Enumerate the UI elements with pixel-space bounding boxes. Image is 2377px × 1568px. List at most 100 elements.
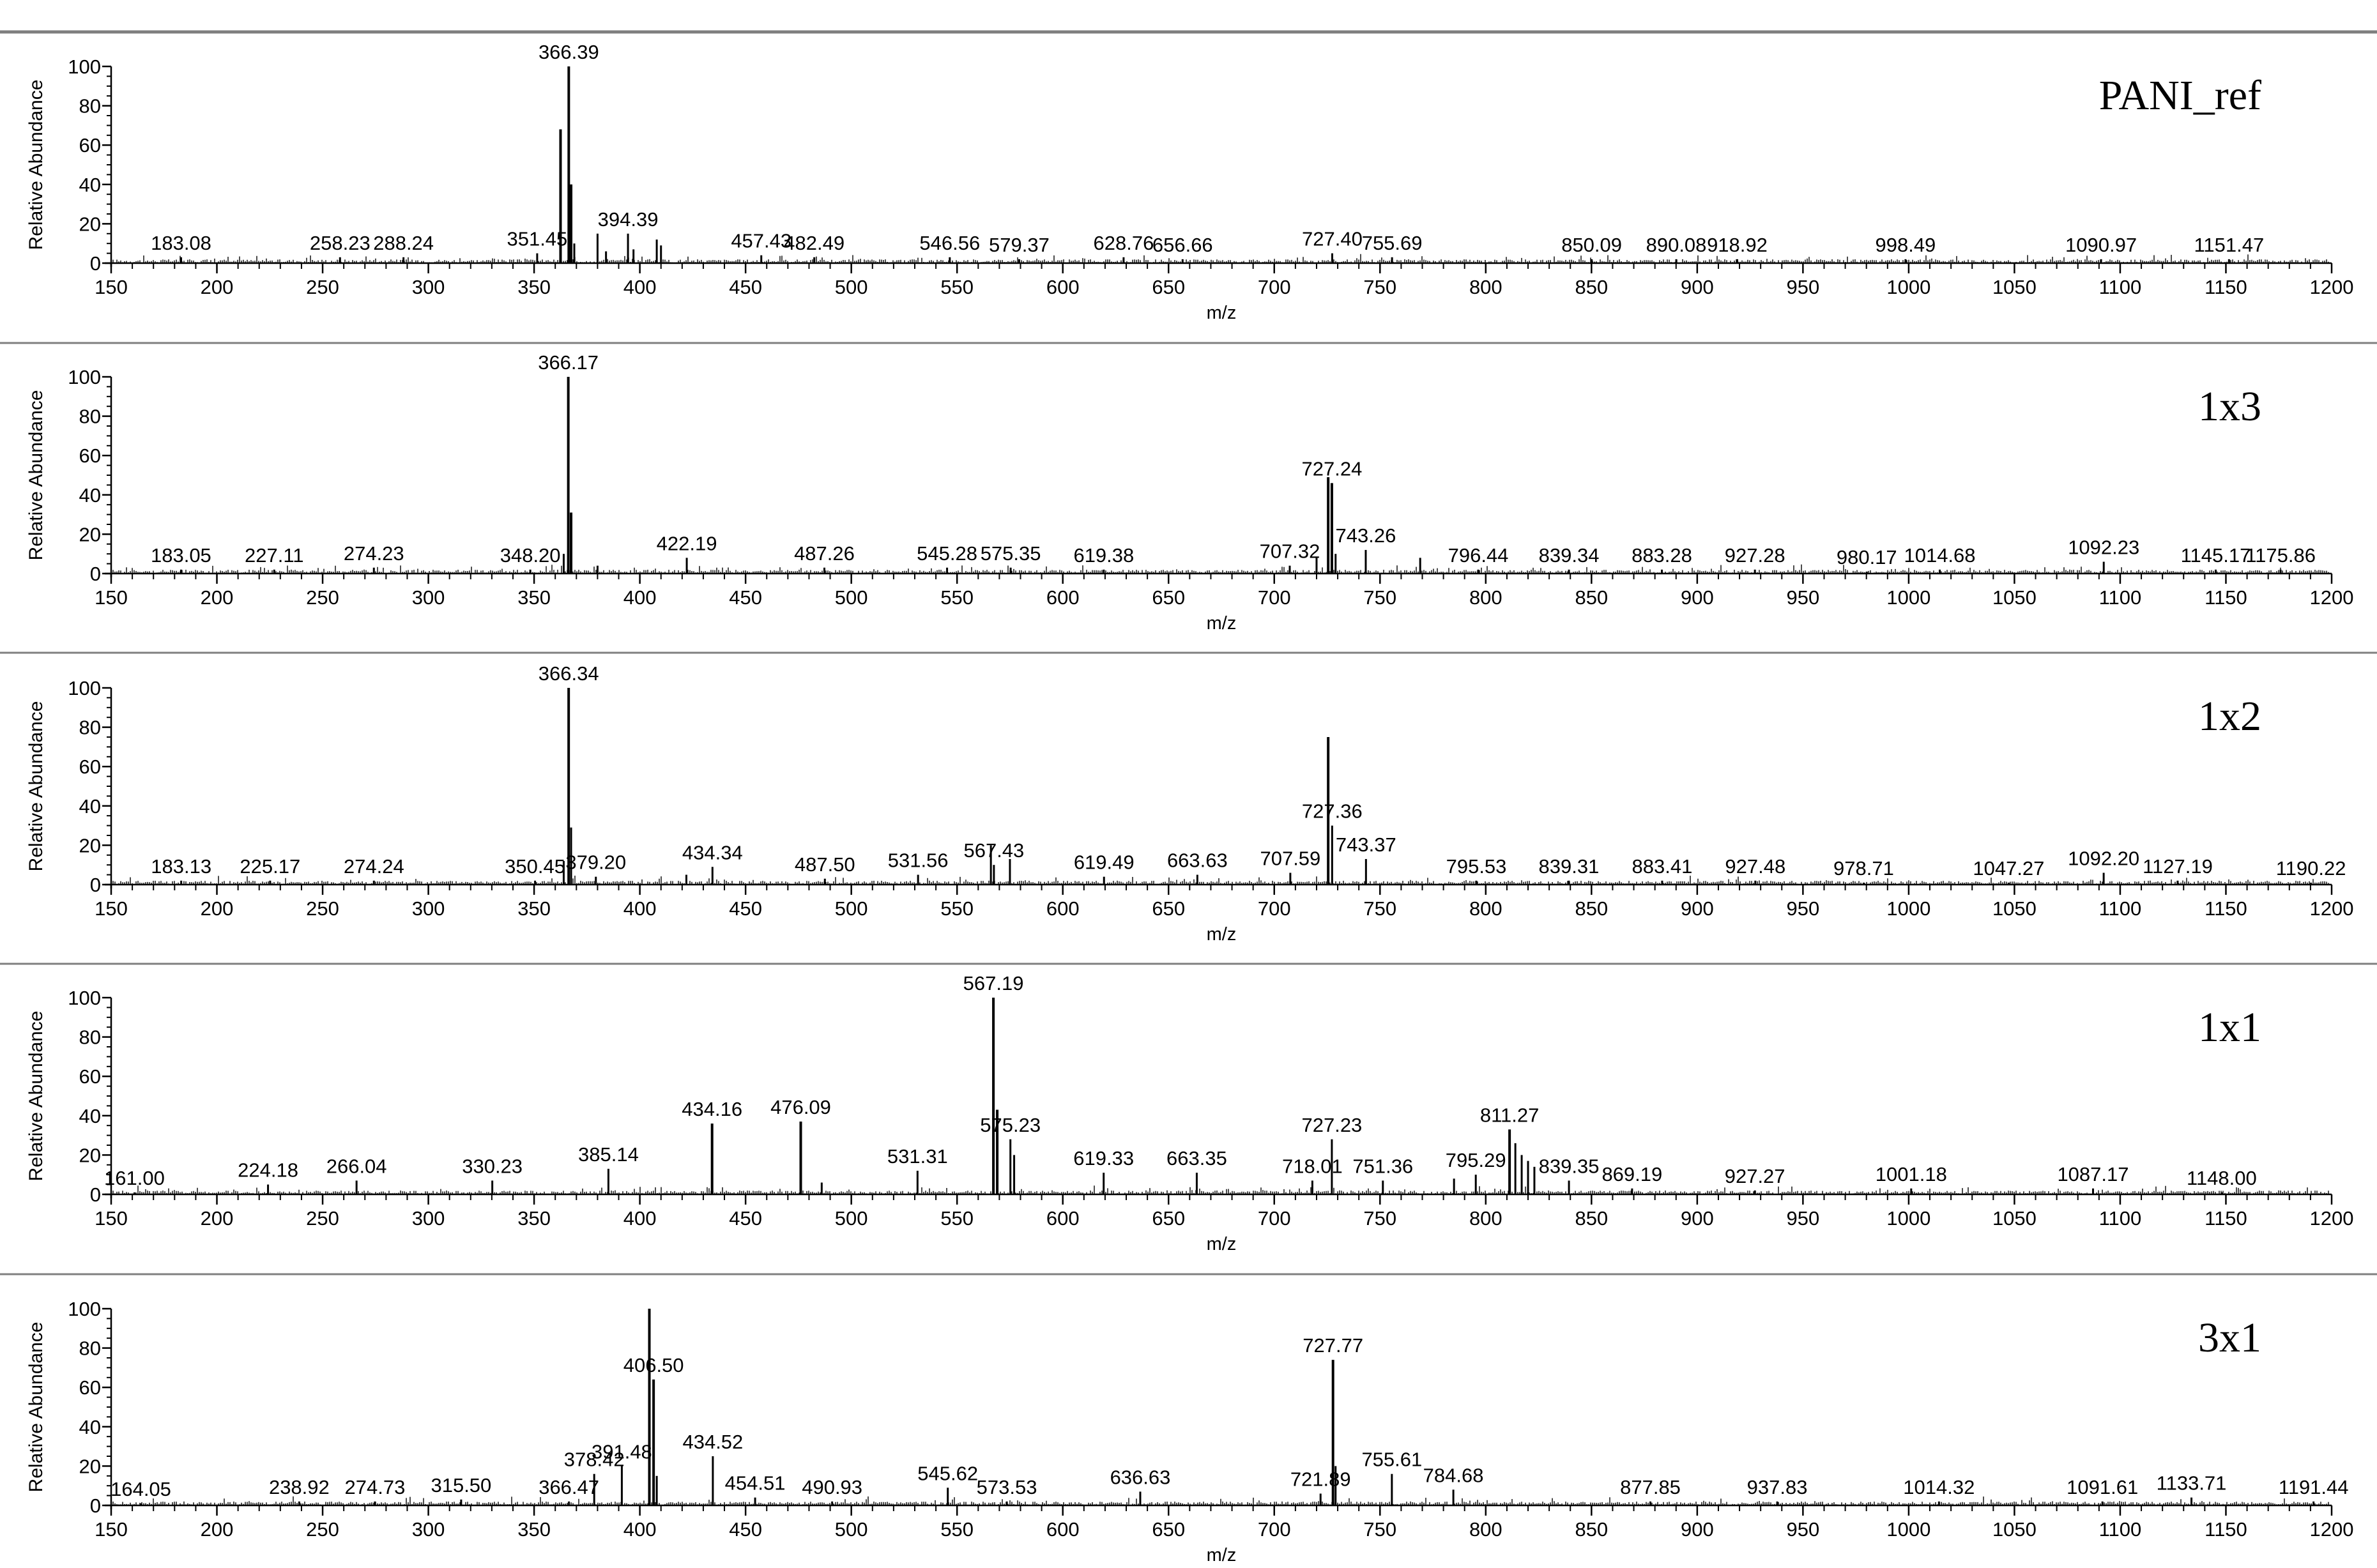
- x-tick-label: 1200: [2310, 1207, 2354, 1229]
- x-tick-label: 400: [623, 276, 657, 298]
- x-tick-label: 600: [1046, 276, 1080, 298]
- peak-label: 727.77: [1303, 1334, 1363, 1357]
- y-tick-label: 60: [79, 134, 101, 156]
- y-tick-label: 80: [79, 406, 101, 428]
- peak-label: 274.73: [345, 1476, 406, 1498]
- peak-label: 663.63: [1167, 849, 1228, 872]
- x-tick-label: 1200: [2310, 1518, 2354, 1541]
- spectrum-panel: 0 20 40 60 80 100 Relative Abundance 150 200 250 3…: [0, 30, 2377, 323]
- peak-label: 575.35: [981, 542, 1041, 565]
- peak-label: 811.27: [1480, 1104, 1540, 1126]
- peak-label: 980.17: [1837, 546, 1897, 568]
- x-tick-label: 800: [1469, 897, 1502, 920]
- peak-label: 998.49: [1875, 234, 1936, 256]
- x-tick-label: 450: [729, 1518, 762, 1541]
- x-tick-label: 750: [1363, 1207, 1396, 1229]
- peak-label: 755.69: [1362, 232, 1423, 254]
- y-tick-label: 60: [79, 1376, 101, 1399]
- peak-label: 406.50: [623, 1354, 684, 1376]
- peak-label: 366.39: [539, 41, 599, 63]
- x-tick-label: 450: [729, 586, 762, 609]
- x-tick-label: 450: [729, 1207, 762, 1229]
- y-tick-label: 0: [90, 1184, 101, 1206]
- x-tick-label: 700: [1258, 276, 1291, 298]
- x-tick-label: 400: [623, 1207, 657, 1229]
- peak-label: 1087.17: [2057, 1163, 2129, 1185]
- panel-title: PANI_ref: [2099, 72, 2261, 119]
- x-tick-label: 450: [729, 276, 762, 298]
- peak-label: 795.29: [1446, 1149, 1506, 1171]
- peak-label: 1145.17: [2181, 544, 2251, 567]
- peak-label: 743.26: [1336, 524, 1396, 547]
- peak-label: 927.27: [1725, 1165, 1785, 1187]
- y-tick-label: 0: [90, 1495, 101, 1517]
- x-axis-title: m/z: [1207, 1545, 1237, 1565]
- x-tick-label: 300: [412, 1518, 445, 1541]
- x-tick-label: 800: [1469, 1518, 1502, 1541]
- x-tick-label: 350: [517, 1518, 551, 1541]
- peak-label: 707.59: [1260, 848, 1320, 870]
- x-axis-title: m/z: [1207, 1234, 1237, 1254]
- peak-label: 718.01: [1282, 1155, 1343, 1177]
- x-tick-label: 200: [201, 897, 234, 920]
- peak-label: 573.53: [977, 1476, 1037, 1498]
- peak-label: 546.56: [919, 232, 980, 254]
- x-tick-label: 300: [412, 586, 445, 609]
- peak-label: 755.61: [1361, 1449, 1422, 1471]
- peak-label: 422.19: [657, 532, 717, 554]
- x-tick-label: 1000: [1886, 1207, 1930, 1229]
- x-tick-label: 1100: [2099, 897, 2142, 920]
- y-tick-label: 60: [79, 445, 101, 467]
- peak-label: 487.26: [794, 542, 855, 565]
- peak-label: 927.28: [1725, 544, 1785, 567]
- x-tick-label: 1100: [2099, 586, 2142, 609]
- peak-label: 366.47: [539, 1476, 599, 1498]
- peak-label: 378.42: [564, 1449, 625, 1471]
- x-tick-label: 500: [835, 1207, 868, 1229]
- x-tick-label: 1150: [2205, 276, 2247, 298]
- y-axis-title: Relative Abundance: [26, 701, 47, 872]
- peak-label: 795.53: [1446, 855, 1507, 878]
- x-tick-label: 200: [201, 1207, 234, 1229]
- peak-label: 628.76: [1094, 232, 1154, 254]
- spectrum-panel: 0 20 40 60 80 100 Relative Abundance 150 200 250 3…: [0, 1273, 2377, 1565]
- spectrum-panel: 0 20 40 60 80 100 Relative Abundance 150 200 250 3…: [0, 342, 2377, 634]
- peak-label: 394.39: [598, 208, 659, 231]
- peak-label: 274.24: [344, 855, 404, 878]
- peak-label: 454.51: [725, 1472, 786, 1495]
- x-tick-label: 900: [1681, 276, 1714, 298]
- x-tick-label: 750: [1363, 897, 1396, 920]
- x-tick-label: 400: [623, 897, 657, 920]
- peak-label: 350.45: [505, 855, 565, 878]
- x-tick-label: 400: [623, 586, 657, 609]
- peak-label: 266.04: [326, 1155, 387, 1177]
- y-tick-label: 60: [79, 756, 101, 778]
- peak-label: 183.13: [151, 855, 211, 878]
- x-tick-label: 950: [1787, 586, 1820, 609]
- x-tick-label: 1100: [2099, 1518, 2142, 1541]
- peak-label: 531.31: [887, 1145, 948, 1168]
- baseline-noise: [112, 564, 2329, 574]
- peak-label: 619.38: [1073, 544, 1134, 567]
- x-tick-label: 750: [1363, 1518, 1396, 1541]
- x-axis-title: m/z: [1207, 924, 1237, 945]
- x-tick-label: 1050: [1992, 276, 2037, 298]
- peak-label: 545.62: [917, 1462, 978, 1484]
- y-tick-label: 100: [68, 1298, 101, 1320]
- x-tick-label: 200: [201, 586, 234, 609]
- x-tick-label: 700: [1258, 1207, 1291, 1229]
- x-tick-label: 450: [729, 897, 762, 920]
- x-tick-label: 750: [1363, 586, 1396, 609]
- x-tick-label: 1050: [1992, 1518, 2037, 1541]
- peak-label: 183.08: [151, 232, 211, 254]
- peak-label: 348.20: [500, 544, 561, 567]
- peak-label: 1047.27: [1973, 857, 2044, 879]
- x-tick-label: 500: [835, 586, 868, 609]
- x-tick-label: 350: [517, 897, 551, 920]
- y-tick-label: 20: [79, 213, 101, 235]
- y-tick-label: 100: [68, 987, 101, 1009]
- peak-label: 1092.20: [2068, 848, 2139, 870]
- peak-label: 366.17: [538, 351, 599, 374]
- y-tick-label: 100: [68, 366, 101, 388]
- y-axis-title: Relative Abundance: [26, 390, 47, 561]
